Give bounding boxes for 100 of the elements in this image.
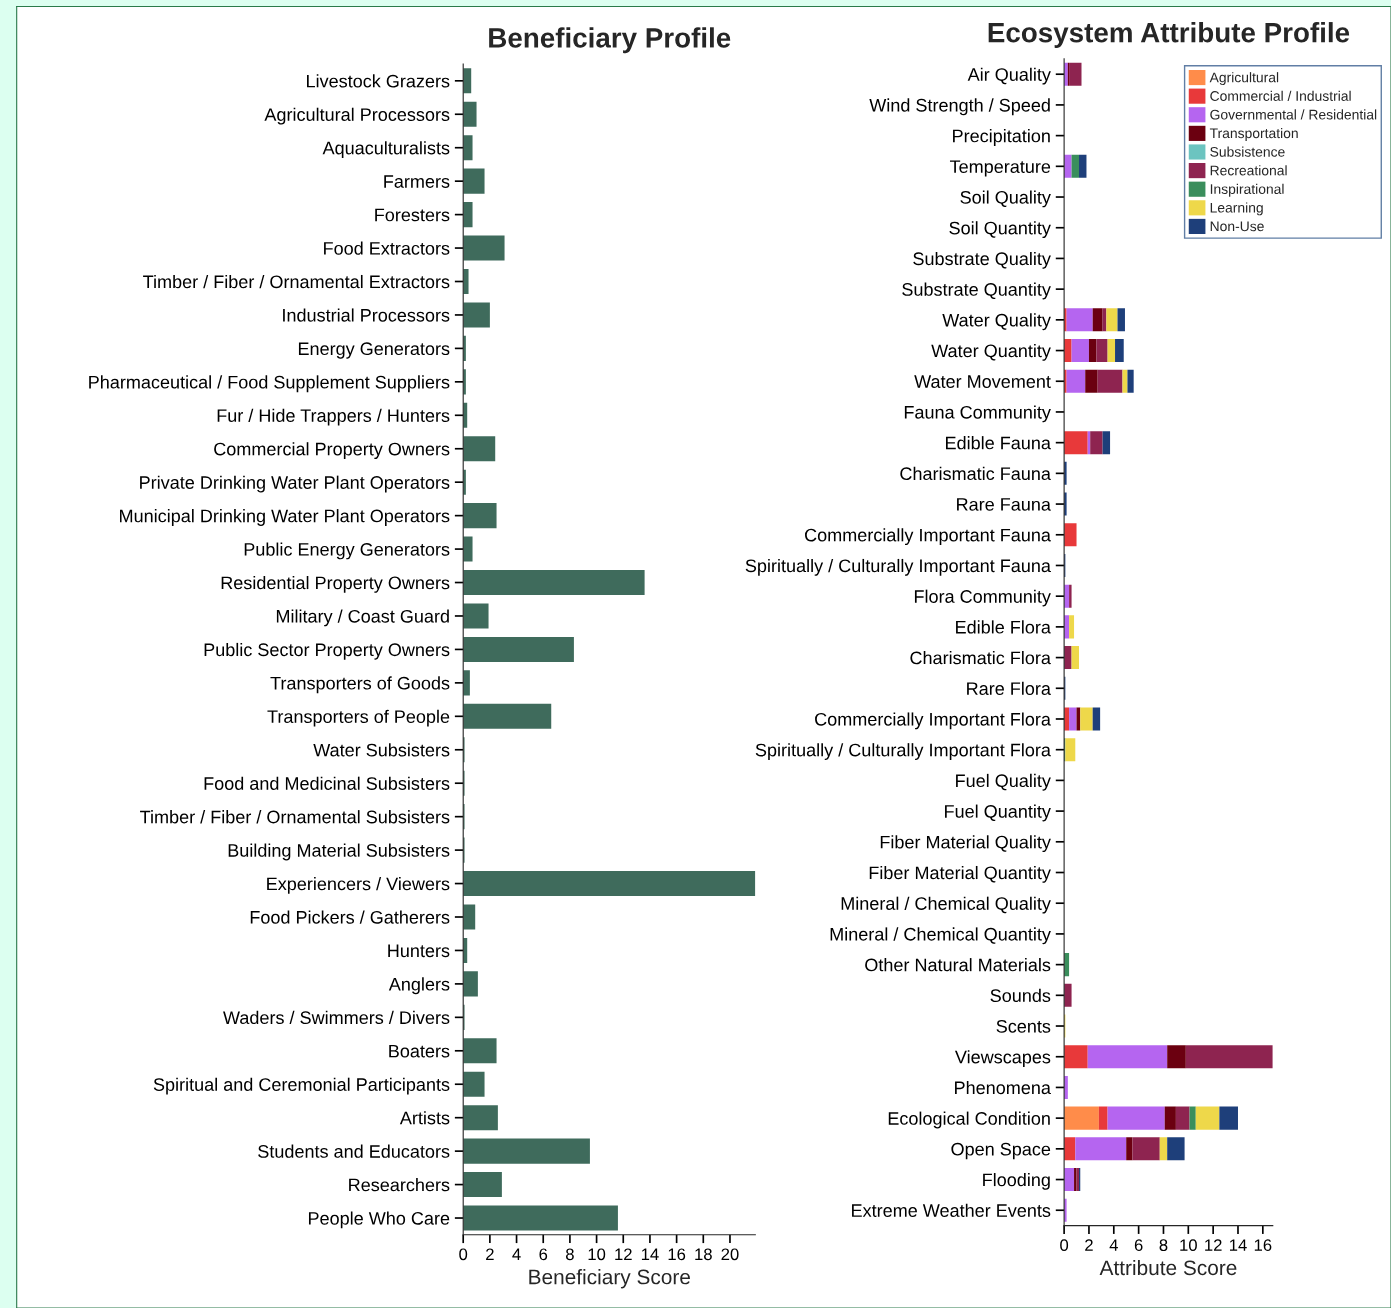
y-tick-label: Livestock Grazers <box>307 74 450 88</box>
y-tick-label: Experiencers / Viewers <box>267 877 450 894</box>
x-tick-label: 14 <box>1229 1239 1247 1251</box>
y-tick-label: Commercially Important Flora <box>815 712 1051 730</box>
legend-label: Commercial / Industrial <box>1210 90 1351 101</box>
y-tick-label: Flora Community <box>914 589 1051 607</box>
y-tick-label: Energy Generators <box>298 342 450 359</box>
legend-label: Recreational <box>1210 165 1287 176</box>
y-tick-label: Commercially Important Fauna <box>805 528 1051 546</box>
y-tick-label: Air Quality <box>967 67 1051 85</box>
y-tick-label: Open Space <box>951 1142 1051 1160</box>
y-tick-label: People Who Care <box>308 1211 450 1229</box>
y-tick-label: Soil Quantity <box>949 221 1051 239</box>
x-tick-label: 0 <box>1060 1239 1069 1252</box>
x-tick-label: 2 <box>1085 1239 1093 1251</box>
y-tick-label: Fiber Material Quantity <box>869 865 1051 883</box>
y-tick-label: Artists <box>399 1111 450 1125</box>
y-tick-label: Fauna Community <box>904 405 1051 423</box>
y-tick-label: Flooding <box>983 1173 1050 1190</box>
x-tick-label: 2 <box>486 1248 494 1261</box>
x-tick-label: 10 <box>588 1248 606 1261</box>
y-tick-label: Municipal Drinking Water Plant Operators <box>120 509 450 526</box>
y-tick-label: Foresters <box>375 208 450 222</box>
x-axis-title: Attribute Score <box>1099 1259 1237 1276</box>
y-tick-label: Precipitation <box>953 129 1050 146</box>
y-tick-label: Extreme Weather Events <box>852 1203 1051 1217</box>
x-tick-label: 16 <box>668 1248 686 1261</box>
y-tick-label: Transporters of Goods <box>270 676 450 694</box>
x-tick-label: 18 <box>695 1248 712 1261</box>
y-tick-label: Mineral / Chemical Quality <box>841 896 1051 914</box>
y-tick-label: Substrate Quality <box>913 251 1051 269</box>
y-tick-label: Substrate Quantity <box>902 282 1051 300</box>
y-tick-label: Fiber Material Quality <box>880 835 1051 853</box>
y-tick-label: Rare Flora <box>967 681 1051 695</box>
y-tick-label: Fuel Quantity <box>945 804 1051 822</box>
y-tick-label: Spiritually / Culturally Important Flora <box>755 743 1051 760</box>
y-tick-label: Scents <box>996 1019 1051 1033</box>
y-tick-label: Rare Fauna <box>957 498 1051 511</box>
y-tick-label: Soil Quality <box>960 190 1051 208</box>
x-tick-label: 14 <box>641 1248 659 1261</box>
y-tick-label: Sounds <box>990 988 1051 1003</box>
y-tick-label: Edible Fauna <box>946 436 1051 450</box>
y-tick-label: Temperature <box>949 160 1051 177</box>
legend-label: Governmental / Residential <box>1210 109 1377 120</box>
x-tick-label: 20 <box>721 1248 739 1261</box>
x-tick-label: 12 <box>1205 1239 1222 1251</box>
y-tick-label: Timber / Fiber / Ornamental Extractors <box>143 274 450 289</box>
legend-label: Non-Use <box>1210 221 1264 232</box>
y-tick-label: Commercial Property Owners <box>214 442 450 460</box>
legend-label: Subsistence <box>1210 146 1285 157</box>
y-tick-label: Mineral / Chemical Quantity <box>830 927 1051 945</box>
legend-label: Inspirational <box>1210 183 1284 197</box>
y-tick-label: Agricultural Processors <box>264 107 450 125</box>
y-tick-label: Charismatic Fauna <box>900 466 1051 481</box>
chart-title: Beneficiary Profile <box>489 27 731 54</box>
y-tick-label: Timber / Fiber / Ornamental Subsisters <box>140 810 450 824</box>
y-tick-label: Water Quality <box>942 313 1051 331</box>
y-tick-label: Industrial Processors <box>283 308 450 322</box>
y-tick-label: Public Energy Generators <box>244 542 450 560</box>
y-tick-label: Farmers <box>384 175 450 188</box>
y-tick-label: Anglers <box>388 977 450 995</box>
x-tick-label: 16 <box>1254 1239 1272 1252</box>
y-tick-label: Water Subsisters <box>313 743 450 757</box>
x-tick-label: 8 <box>1159 1239 1168 1252</box>
y-tick-label: Fur / Hide Trappers / Hunters <box>217 408 450 426</box>
y-tick-label: Private Drinking Water Plant Operators <box>140 475 450 493</box>
y-tick-label: Hunters <box>388 944 450 958</box>
y-tick-label: Water Quantity <box>931 344 1051 361</box>
y-tick-label: Charismatic Flora <box>910 651 1051 665</box>
y-tick-label: Water Movement <box>914 375 1051 388</box>
y-tick-label: Boaters <box>389 1044 450 1058</box>
y-tick-label: Public Sector Property Owners <box>204 642 450 660</box>
legend-label: Learning <box>1210 202 1263 216</box>
x-tick-label: 0 <box>459 1248 468 1261</box>
y-tick-label: Building Material Subsisters <box>228 843 450 861</box>
legend-label: Agricultural <box>1209 72 1279 86</box>
y-tick-label: Residential Property Owners <box>221 575 450 593</box>
x-tick-label: 4 <box>512 1248 521 1261</box>
x-tick-label: 8 <box>566 1248 574 1261</box>
y-tick-label: Transporters of People <box>267 709 450 727</box>
y-tick-label: Spiritually / Culturally Important Fauna <box>745 558 1051 576</box>
y-tick-label: Spiritual and Ceremonial Participants <box>153 1077 450 1095</box>
y-tick-label: Food Pickers / Gatherers <box>250 910 450 924</box>
x-tick-label: 6 <box>1134 1239 1143 1252</box>
x-tick-label: 12 <box>615 1248 632 1261</box>
y-tick-label: Edible Flora <box>956 620 1051 634</box>
y-tick-label: Food and Medicinal Subsisters <box>204 776 450 790</box>
y-tick-label: Wind Strength / Speed <box>869 98 1050 116</box>
y-tick-label: Aquaculturalists <box>322 141 450 158</box>
y-tick-label: Pharmaceutical / Food Supplement Suppliers <box>89 375 450 393</box>
legend-label: Transportation <box>1209 127 1298 141</box>
x-tick-label: 10 <box>1180 1239 1197 1252</box>
y-tick-label: Food Extractors <box>324 241 450 255</box>
y-tick-label: Researchers <box>349 1178 450 1192</box>
y-tick-label: Ecological Condition <box>888 1111 1050 1129</box>
y-tick-label: Military / Coast Guard <box>276 609 449 627</box>
y-tick-label: Students and Educators <box>258 1144 450 1158</box>
y-tick-label: Other Natural Materials <box>865 958 1051 972</box>
y-tick-label: Phenomena <box>955 1080 1051 1095</box>
y-tick-label: Viewscapes <box>954 1050 1051 1068</box>
